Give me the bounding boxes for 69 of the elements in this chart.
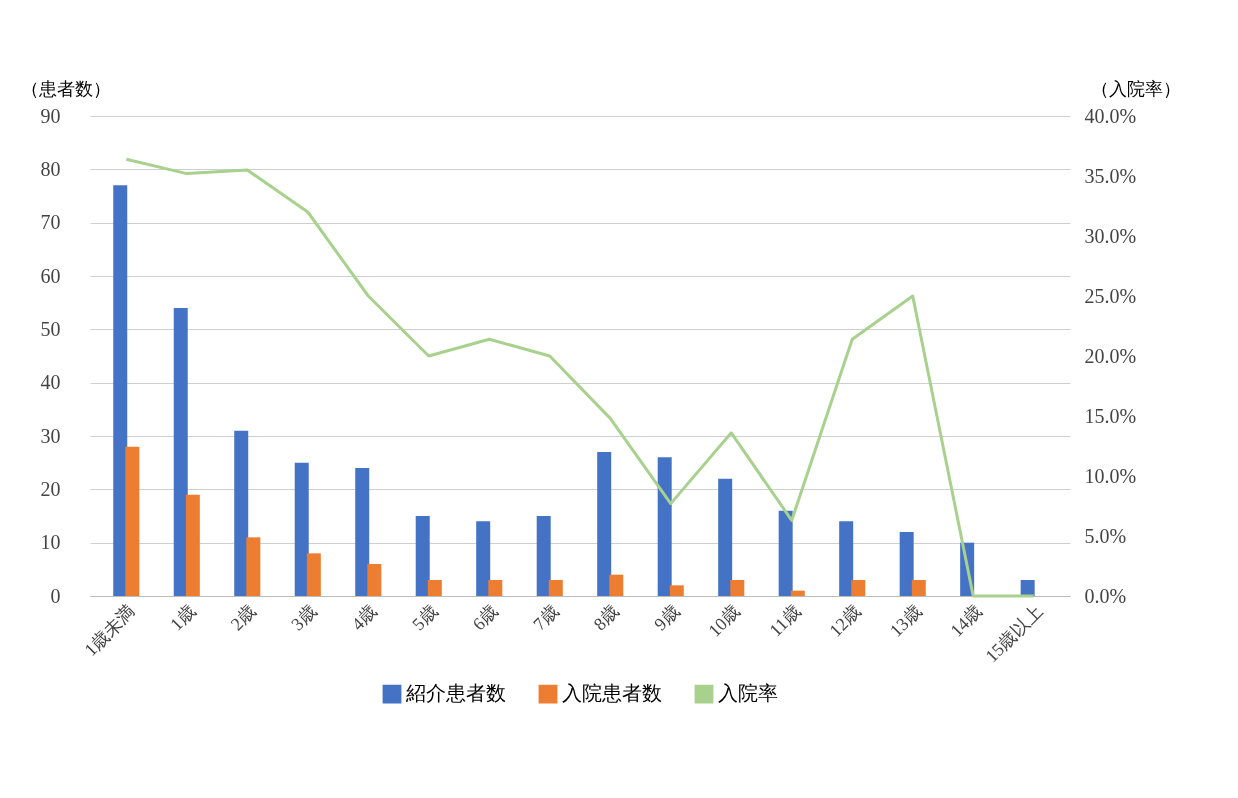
bar	[718, 478, 733, 596]
y-tick-label: 60	[40, 264, 61, 287]
x-tick-label: 5歳	[408, 601, 442, 635]
x-tick-label: 7歳	[529, 601, 563, 635]
y-tick-label: 10	[40, 531, 61, 554]
x-tick-label: 9歳	[650, 601, 684, 635]
bar	[415, 516, 430, 596]
bar	[851, 580, 866, 596]
bar	[113, 185, 128, 596]
bar	[839, 521, 854, 596]
bar	[306, 553, 321, 596]
bar	[657, 457, 672, 596]
y2-axis-title: （入院率）	[1090, 78, 1181, 99]
y-tick-label: 0	[50, 584, 61, 607]
bar	[911, 580, 926, 596]
y2-tick-label: 35.0%	[1084, 164, 1137, 187]
bar	[730, 580, 745, 596]
bar	[778, 510, 793, 596]
bar	[185, 494, 200, 596]
y2-tick-label: 15.0%	[1084, 404, 1137, 427]
x-tick-label: 8歳	[589, 601, 623, 635]
y-tick-label: 90	[40, 104, 61, 127]
bar	[1020, 580, 1035, 596]
x-tick-label: 10歳	[704, 601, 744, 641]
bar	[669, 585, 684, 596]
bar	[790, 590, 805, 596]
x-tick-label: 1歳未満	[80, 601, 140, 660]
bar	[367, 564, 382, 596]
y2-tick-label: 0.0%	[1084, 584, 1127, 607]
y-tick-label: 30	[40, 424, 61, 447]
y2-tick-label: 10.0%	[1084, 464, 1137, 487]
bar	[548, 580, 563, 596]
y2-tick-label: 25.0%	[1084, 284, 1137, 307]
y-tick-label: 40	[40, 371, 61, 394]
x-tick-label: 12歳	[825, 601, 865, 641]
bar	[125, 446, 140, 596]
x-tick-label: 13歳	[885, 601, 926, 641]
legend-label: 紹介患者数	[405, 682, 506, 705]
y-tick-label: 50	[40, 317, 61, 340]
line-series	[124, 157, 1036, 598]
x-tick-label: 6歳	[468, 601, 502, 635]
legend-label: 入院率	[718, 682, 778, 705]
y-tick-label: 20	[40, 477, 61, 500]
x-tick-label: 3歳	[287, 601, 321, 635]
y2-tick-label: 5.0%	[1084, 524, 1127, 547]
x-tick-label: 2歳	[226, 601, 261, 635]
y2-tick-label: 30.0%	[1084, 224, 1137, 247]
bar	[427, 580, 442, 596]
bar	[234, 430, 249, 596]
bar	[355, 468, 370, 596]
bar	[294, 462, 309, 596]
y2-tick-label: 20.0%	[1084, 344, 1137, 367]
bar	[476, 521, 491, 596]
y2-tick-label: 40.0%	[1084, 104, 1137, 127]
bar	[173, 308, 188, 596]
bar	[609, 574, 624, 596]
bar	[536, 516, 551, 596]
x-tick-label: 4歳	[347, 601, 381, 635]
bar	[899, 532, 914, 596]
x-tick-label: 14歳	[946, 601, 986, 641]
y-tick-label: 80	[40, 157, 61, 180]
legend-label: 入院患者数	[562, 682, 662, 705]
bar	[246, 537, 261, 596]
y-axis-title: （患者数）	[20, 78, 111, 99]
bar	[597, 452, 612, 596]
x-tick-label: 1歳	[166, 601, 200, 635]
x-tick-label: 11歳	[765, 601, 805, 641]
y-tick-label: 70	[40, 211, 61, 234]
bar	[488, 580, 503, 596]
